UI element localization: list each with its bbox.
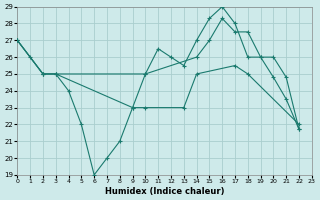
X-axis label: Humidex (Indice chaleur): Humidex (Indice chaleur) bbox=[105, 187, 224, 196]
